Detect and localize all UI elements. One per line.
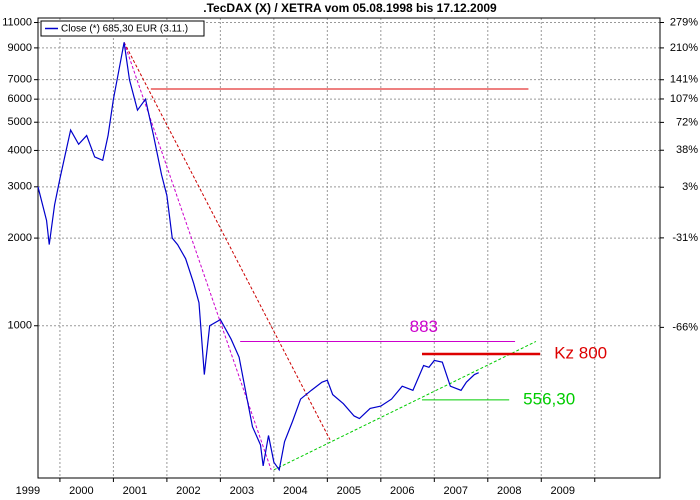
y-tick-label: 11000 [2,16,32,28]
x-tick-label: 2005 [337,485,361,497]
x-tick-label: 2007 [444,485,468,497]
x-tick-label: 2001 [123,485,147,497]
series-line [37,42,479,472]
legend-label: Close (*) 685,30 EUR (3.11.) [61,24,188,35]
y-tick-label: 4000 [8,144,32,156]
x-tick-label: 2008 [497,485,521,497]
x-tick-label: 2003 [230,485,254,497]
y2-tick-label: 279% [670,16,698,28]
y2-tick-label: 3% [682,181,698,193]
plot-frame [37,17,661,479]
y-tick-label: 7000 [8,74,32,86]
y-tick-label: 2000 [8,232,32,244]
x-tick-label: 2004 [283,485,307,497]
y-tick-label: 6000 [8,93,32,105]
y-tick-label: 3000 [8,181,32,193]
y-tick-label: 5000 [8,116,32,128]
trend-line [273,341,537,471]
y-tick-label: 9000 [8,42,32,54]
y2-tick-label: 72% [676,116,698,128]
x-tick-label: 2006 [390,485,414,497]
y2-tick-label: 107% [670,93,698,105]
trend-line [123,42,331,440]
chart-title: .TecDAX (X) / XETRA vom 05.08.1998 bis 1… [203,1,497,15]
y-tick-label: 1000 [8,320,32,332]
y2-tick-label: 38% [676,144,698,156]
y2-tick-label: 210% [670,42,698,54]
y2-tick-label: -31% [672,232,698,244]
x-tick-label: 2000 [69,485,93,497]
level-label: 883 [410,317,438,336]
level-label: Kz 800 [554,343,607,362]
legend-box [40,20,205,37]
y2-tick-label: 141% [670,74,698,86]
x-tick-label: 2002 [176,485,200,497]
x-tick-label: 1999 [16,485,40,497]
x-tick-label: 2009 [551,485,575,497]
y2-tick-label: -66% [672,321,698,333]
level-label: 556,30 [523,389,575,408]
